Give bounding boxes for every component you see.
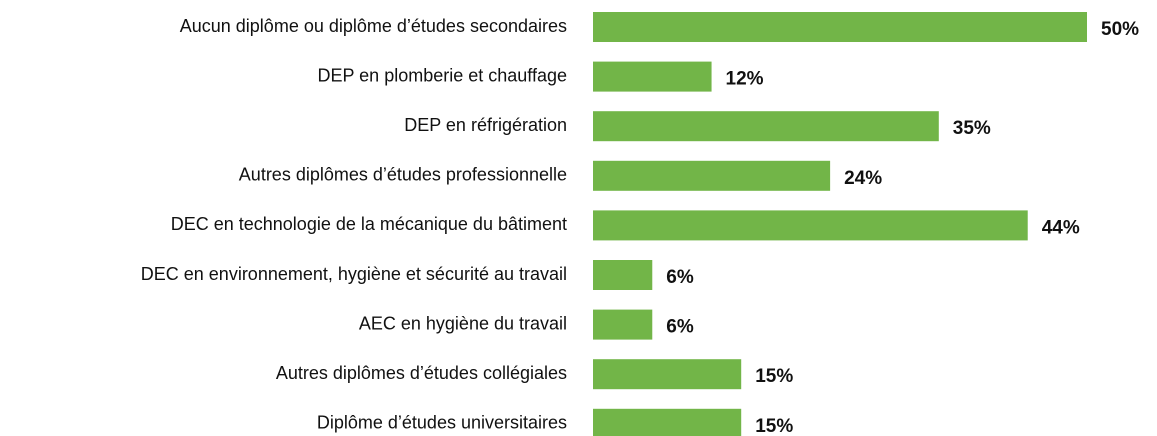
value-label: 6% xyxy=(666,317,694,338)
bar xyxy=(593,408,742,436)
value-label: 6% xyxy=(666,267,694,288)
category-label: DEC en environnement, hygiène et sécurit… xyxy=(141,264,567,284)
category-label: Autres diplômes d’études professionnelle xyxy=(239,165,567,185)
category-label: DEP en réfrigération xyxy=(404,115,567,135)
value-label: 15% xyxy=(755,366,793,387)
value-label: 12% xyxy=(726,69,764,90)
category-label: DEP en plomberie et chauffage xyxy=(317,65,567,85)
bar xyxy=(593,359,742,390)
category-label: Aucun diplôme ou diplôme d’études second… xyxy=(180,16,567,36)
value-label: 24% xyxy=(844,168,882,189)
bar xyxy=(593,12,1087,42)
value-label: 35% xyxy=(953,118,991,139)
value-label: 44% xyxy=(1042,217,1080,238)
category-label: Diplôme d’études universitaires xyxy=(317,413,567,433)
bar xyxy=(593,111,939,142)
category-label: DEC en technologie de la mécanique du bâ… xyxy=(171,214,567,234)
category-label: AEC en hygiène du travail xyxy=(359,313,567,333)
bar xyxy=(593,309,653,340)
bar xyxy=(593,260,653,290)
bar xyxy=(593,61,712,92)
category-label: Autres diplômes d’études collégiales xyxy=(276,363,567,383)
bar xyxy=(593,160,831,191)
value-label: 15% xyxy=(755,416,793,436)
bar xyxy=(593,210,1028,241)
value-label: 50% xyxy=(1101,19,1139,40)
